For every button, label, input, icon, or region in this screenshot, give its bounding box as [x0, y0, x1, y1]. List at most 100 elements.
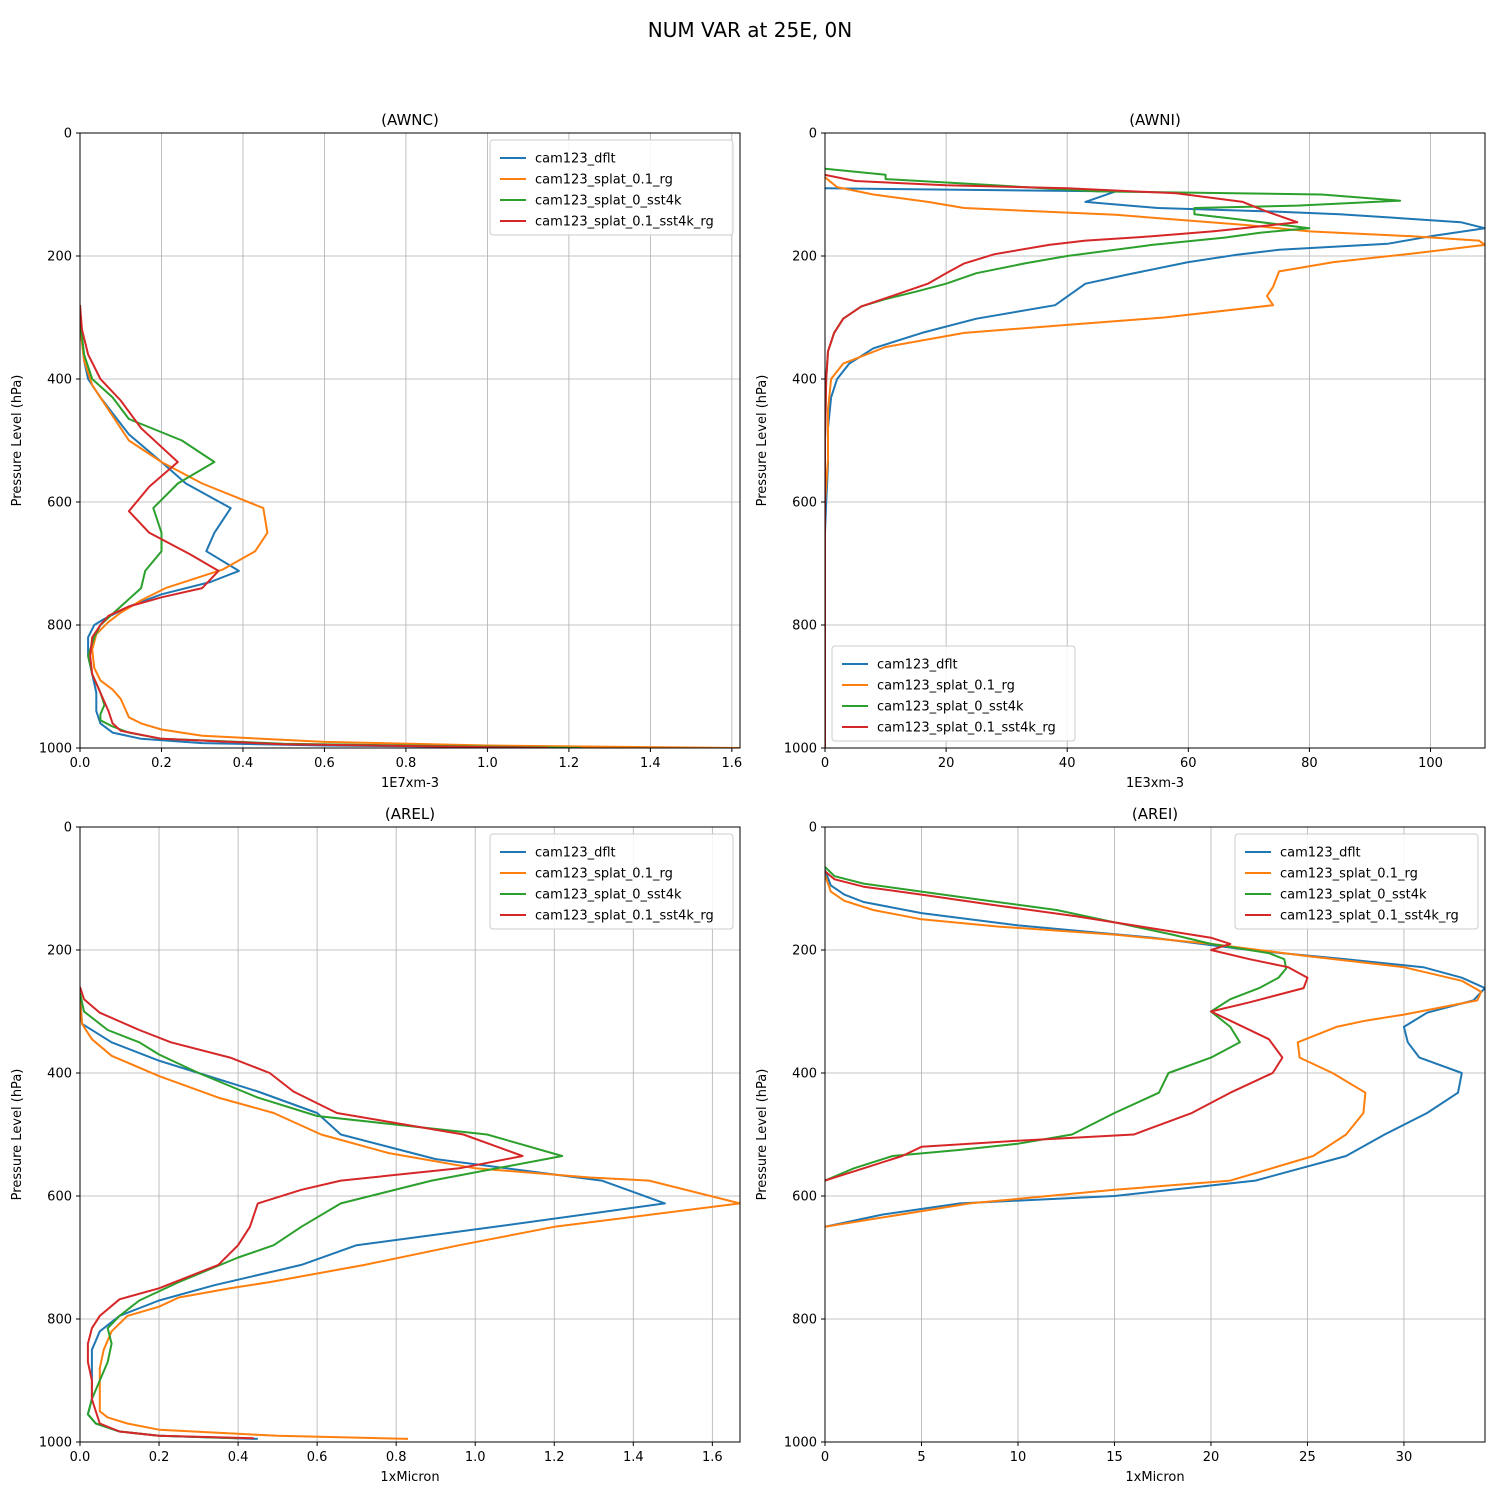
y-tick-label: 600: [792, 1190, 817, 1205]
y-axis-label: Pressure Level (hPa): [10, 375, 25, 507]
y-tick-label: 800: [792, 1313, 817, 1328]
x-tick-label: 30: [1396, 1450, 1413, 1465]
axes-frame: [824, 826, 1486, 1443]
x-tick-label: 20: [1203, 1450, 1220, 1465]
x-tick-label: 100: [1418, 756, 1443, 771]
legend-label: cam123_splat_0.1_sst4k_rg: [535, 909, 714, 924]
x-axis-label: 1xMicron: [1125, 1470, 1184, 1485]
series-line-cam123_splat_0.1_sst4k_rg: [80, 986, 524, 1440]
x-tick-label: 25: [1299, 1450, 1316, 1465]
x-tick-label: 0.2: [149, 1450, 170, 1465]
series-line-cam123_dflt: [825, 187, 1485, 748]
y-tick-label: 600: [47, 1190, 72, 1205]
x-tick-label: 80: [1301, 756, 1318, 771]
series-line-cam123_splat_0.1_rg: [80, 311, 740, 748]
y-axis-label: Pressure Level (hPa): [10, 1069, 25, 1201]
x-tick-label: 1.4: [640, 756, 661, 771]
series-line-cam123_splat_0.1_rg: [825, 176, 1485, 748]
x-axis-label: 1E3xm-3: [1126, 776, 1184, 791]
x-tick-label: 0.6: [314, 756, 335, 771]
legend-label: cam123_splat_0_sst4k: [535, 888, 682, 903]
legend-label: cam123_dflt: [1280, 846, 1361, 861]
chart-panel-2: 0 20 40 60 80 10002004006008001000(AWNI)1E3xm…: [755, 111, 1486, 791]
x-tick-label: 20: [938, 756, 955, 771]
series-group: [825, 866, 1485, 1228]
legend-box: [831, 645, 1076, 742]
x-tick-label: 0.8: [396, 756, 417, 771]
y-tick-label: 200: [792, 250, 817, 265]
y-tick-label: 200: [792, 944, 817, 959]
series-line-cam123_dflt: [825, 869, 1485, 1228]
y-tick-label: 800: [47, 1313, 72, 1328]
x-tick-label: 0: [821, 756, 829, 771]
legend-label: cam123_splat_0.1_rg: [535, 867, 673, 882]
y-tick-label: 0: [64, 821, 72, 836]
y-tick-label: 1000: [784, 1436, 817, 1451]
series-group: [80, 305, 740, 748]
panel-title: (AREI): [1132, 805, 1178, 823]
y-tick-label: 800: [47, 619, 72, 634]
x-tick-label: 0: [821, 1450, 829, 1465]
series-group: [825, 167, 1485, 748]
y-tick-label: 1000: [39, 742, 72, 757]
y-tick-label: 200: [47, 944, 72, 959]
legend-label: cam123_splat_0_sst4k: [877, 700, 1024, 715]
legend-label: cam123_splat_0.1_rg: [535, 173, 673, 188]
y-tick-label: 400: [47, 373, 72, 388]
axes-frame: [79, 132, 741, 749]
x-tick-label: 0.6: [307, 1450, 328, 1465]
legend-label: cam123_dflt: [535, 846, 616, 861]
series-line-cam123_splat_0_sst4k: [80, 992, 564, 1440]
y-tick-label: 800: [792, 619, 817, 634]
legend-box: [489, 139, 734, 236]
legend-label: cam123_dflt: [877, 658, 958, 673]
x-tick-label: 0.4: [228, 1450, 249, 1465]
x-tick-label: 15: [1106, 1450, 1123, 1465]
series-line-cam123_splat_0.1_sst4k_rg: [80, 305, 549, 748]
legend-label: cam123_splat_0.1_sst4k_rg: [877, 721, 1056, 736]
y-tick-label: 1000: [784, 742, 817, 757]
figure-title: NUM VAR at 25E, 0N: [648, 18, 853, 42]
chart-panels: 0.0 0.2 0.4 0.6 0.8 1.0 1.2 1.4 1.60200400600800…: [10, 111, 1486, 1485]
legend-box: [1234, 833, 1479, 930]
x-axis-label: 1E7xm-3: [381, 776, 439, 791]
y-tick-label: 1000: [39, 1436, 72, 1451]
x-tick-label: 1.6: [702, 1450, 723, 1465]
panel-title: (AREL): [385, 805, 435, 823]
y-tick-label: 400: [47, 1067, 72, 1082]
legend-label: cam123_splat_0.1_sst4k_rg: [535, 215, 714, 230]
x-tick-label: 60: [1180, 756, 1197, 771]
x-tick-label: 0.2: [151, 756, 172, 771]
legend-label: cam123_splat_0.1_sst4k_rg: [1280, 909, 1459, 924]
y-tick-label: 0: [64, 127, 72, 142]
legend-label: cam123_splat_0.1_rg: [877, 679, 1015, 694]
series-line-cam123_splat_0.1_sst4k_rg: [825, 870, 1309, 1182]
series-line-cam123_splat_0.1_rg: [825, 874, 1483, 1228]
y-axis-label: Pressure Level (hPa): [755, 375, 770, 507]
series-line-cam123_splat_0.1_sst4k_rg: [825, 173, 1299, 748]
x-tick-label: 1.6: [722, 756, 743, 771]
y-tick-label: 400: [792, 1067, 817, 1082]
y-tick-label: 600: [47, 496, 72, 511]
y-tick-label: 0: [809, 821, 817, 836]
axes-frame: [79, 826, 741, 1443]
x-tick-label: 0.0: [70, 1450, 91, 1465]
y-tick-label: 200: [47, 250, 72, 265]
x-tick-label: 1.2: [559, 756, 580, 771]
x-axis-label: 1xMicron: [380, 1470, 439, 1485]
legend-label: cam123_splat_0_sst4k: [535, 194, 682, 209]
x-tick-label: 1.2: [544, 1450, 565, 1465]
x-tick-label: 1.0: [477, 756, 498, 771]
chart-panel-1: 0.0 0.2 0.4 0.6 0.8 1.0 1.2 1.4 1.6 0 200 400 600 800…: [10, 111, 742, 791]
x-tick-label: 1.0: [465, 1450, 486, 1465]
legend-label: cam123_splat_0_sst4k: [1280, 888, 1427, 903]
legend-label: cam123_dflt: [535, 152, 616, 167]
chart-panel-4: 0 5 10 15 20 25 30 0 200 400 600 800 1000 (AREI) 1xMic…: [755, 805, 1486, 1485]
y-tick-label: 600: [792, 496, 817, 511]
legend-label: cam123_splat_0.1_rg: [1280, 867, 1418, 882]
x-tick-label: 10: [1010, 1450, 1027, 1465]
x-tick-label: 1.4: [623, 1450, 644, 1465]
panel-title: (AWNI): [1129, 111, 1181, 129]
